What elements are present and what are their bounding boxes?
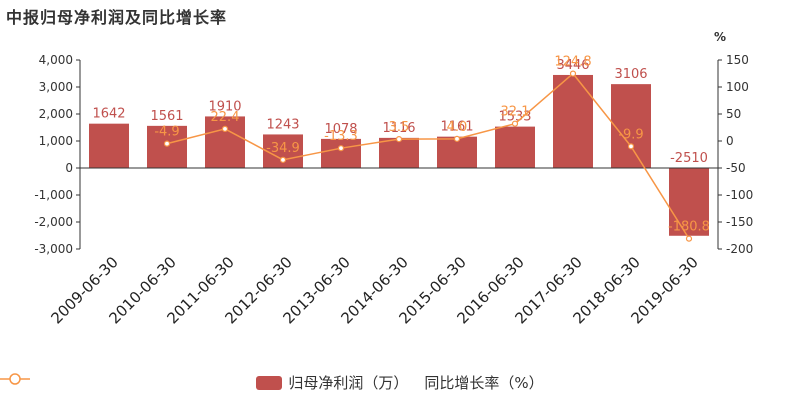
- y-left-tick-label: -2,000: [34, 215, 73, 229]
- growth-data-label: -13.3: [324, 129, 358, 144]
- growth-point: [627, 143, 635, 150]
- y-right-unit: %: [714, 30, 726, 44]
- bar: [379, 137, 419, 168]
- growth-data-label: -4.9: [154, 125, 179, 140]
- growth-data-label: -34.9: [266, 141, 300, 156]
- y-right-tick-label: 150: [726, 53, 749, 67]
- growth-point: [221, 125, 229, 133]
- bar-data-label: 1243: [266, 117, 299, 132]
- growth-point: [685, 235, 693, 242]
- legend-line-swatch: [0, 373, 30, 385]
- bar-data-label: 3446: [556, 58, 589, 73]
- growth-point: [453, 135, 461, 142]
- y-left-tick-label: 1,000: [39, 134, 73, 148]
- y-left-tick-label: 4,000: [39, 53, 73, 67]
- bar: [611, 84, 651, 168]
- growth-point: [279, 156, 287, 163]
- growth-data-label: 4.0: [447, 120, 468, 135]
- y-right-tick-label: 0: [726, 134, 734, 148]
- y-right-tick-label: 50: [726, 107, 741, 121]
- growth-line: [166, 72, 690, 240]
- bar: [495, 126, 535, 168]
- bar-data-label: -2510: [670, 151, 708, 166]
- y-left-tick-label: 3,000: [39, 80, 73, 94]
- growth-point: [337, 145, 345, 152]
- bar: [205, 116, 245, 168]
- y-right-tick-label: 100: [726, 80, 749, 94]
- bar-data-label: 1642: [92, 107, 125, 122]
- y-right-tick-label: -150: [726, 215, 753, 229]
- growth-data-label: 3.5: [389, 120, 410, 135]
- bar-data-label: 1561: [150, 109, 183, 124]
- y-left-tick-label: 2,000: [39, 107, 73, 121]
- legend-item-bar[interactable]: 归母净利润（万）: [256, 372, 408, 393]
- bar-data-label: 3106: [614, 67, 647, 82]
- growth-data-label: -180.8: [668, 220, 710, 235]
- y-right-tick-label: -100: [726, 188, 753, 202]
- bar: [553, 74, 593, 168]
- legend-line-label: 同比增长率（%）: [424, 374, 544, 392]
- bar: [669, 168, 709, 236]
- y-left-tick-label: -1,000: [34, 188, 73, 202]
- y-left-tick-label: -3,000: [34, 242, 73, 256]
- bar-data-label: 1078: [324, 122, 357, 137]
- growth-point: [163, 140, 171, 147]
- y-left-tick-label: 0: [65, 161, 73, 175]
- growth-data-label: 32.1: [501, 105, 530, 120]
- bar-data-label: 1161: [440, 120, 473, 135]
- legend-item-line[interactable]: 同比增长率（%）: [0, 372, 544, 393]
- bar-data-label: 1116: [382, 121, 415, 136]
- growth-data-label: -9.9: [618, 127, 643, 142]
- growth-point: [395, 136, 403, 143]
- bar-data-label: 1533: [498, 110, 531, 125]
- y-right-tick-label: -200: [726, 242, 753, 256]
- growth-data-label: 124.8: [554, 55, 591, 70]
- chart-title: 中报归母净利润及同比增长率: [6, 8, 228, 27]
- growth-point: [569, 70, 577, 77]
- legend-bar-swatch: [256, 375, 283, 390]
- growth-point: [511, 120, 519, 127]
- bar-data-label: 1910: [208, 99, 241, 114]
- bar: [89, 123, 129, 168]
- bar: [321, 138, 361, 168]
- legend: 归母净利润（万） 同比增长率（%）: [0, 372, 800, 393]
- bar: [147, 125, 187, 168]
- growth-data-label: 22.4: [211, 110, 240, 125]
- y-right-tick-label: -50: [726, 161, 746, 175]
- legend-bar-label: 归母净利润（万）: [288, 374, 409, 392]
